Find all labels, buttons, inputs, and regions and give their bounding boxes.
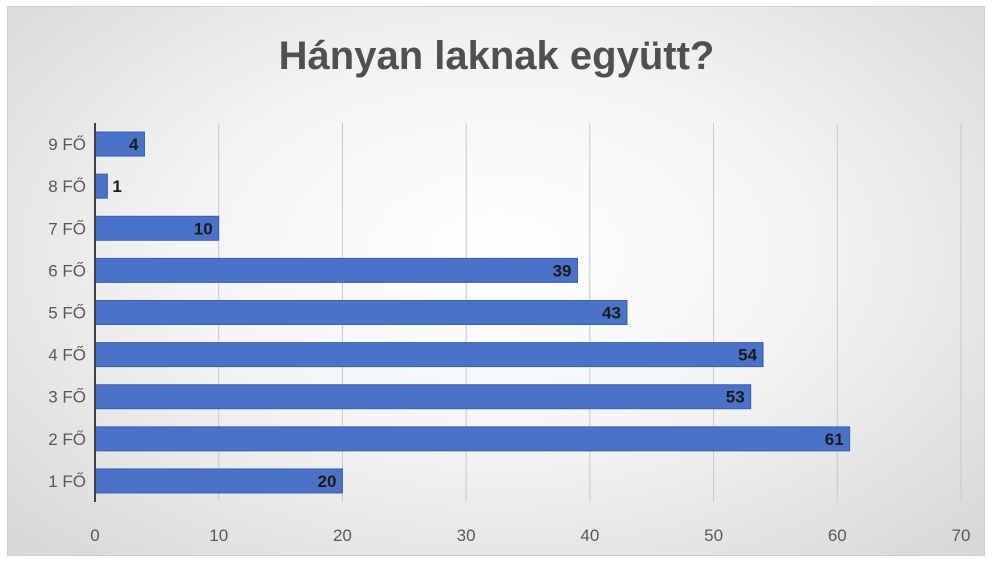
category-label: 8 FŐ [48, 177, 86, 196]
data-label: 4 [129, 135, 139, 154]
bar [94, 468, 343, 494]
bars [94, 131, 851, 494]
data-label: 53 [726, 388, 745, 407]
data-label: 54 [738, 346, 757, 365]
bar [94, 384, 752, 410]
category-label: 9 FŐ [48, 135, 86, 154]
bar [94, 342, 764, 368]
bar [94, 426, 851, 452]
x-tick-label: 0 [90, 526, 99, 545]
category-labels: 1 FŐ 2 FŐ 3 FŐ 4 FŐ 5 FŐ 6 FŐ 7 FŐ 8 FŐ 9 FŐ [48, 135, 86, 491]
data-label: 1 [112, 177, 121, 196]
category-label: 7 FŐ [48, 219, 86, 238]
chart-title: Hányan laknak együtt? [278, 34, 715, 78]
data-label: 61 [825, 430, 844, 449]
category-label: 1 FŐ [48, 472, 86, 491]
x-tick-label: 50 [704, 526, 723, 545]
category-label: 6 FŐ [48, 261, 86, 280]
bar [94, 257, 578, 283]
x-tick-label: 40 [580, 526, 599, 545]
bar [94, 173, 108, 199]
category-label: 3 FŐ [48, 388, 86, 407]
x-tick-label: 60 [828, 526, 847, 545]
x-tick-labels: 0 10 20 30 40 50 60 70 [90, 526, 970, 545]
category-label: 2 FŐ [48, 430, 86, 449]
x-tick-label: 70 [952, 526, 971, 545]
data-label: 39 [553, 261, 572, 280]
data-labels: 20 61 53 54 43 39 10 1 4 [112, 135, 843, 491]
x-tick-label: 20 [333, 526, 352, 545]
x-tick-label: 10 [209, 526, 228, 545]
data-label: 20 [318, 472, 337, 491]
category-label: 4 FŐ [48, 346, 86, 365]
category-label: 5 FŐ [48, 304, 86, 323]
data-label: 10 [194, 219, 213, 238]
bar [94, 300, 628, 325]
x-tick-label: 30 [457, 526, 476, 545]
data-label: 43 [602, 304, 621, 323]
